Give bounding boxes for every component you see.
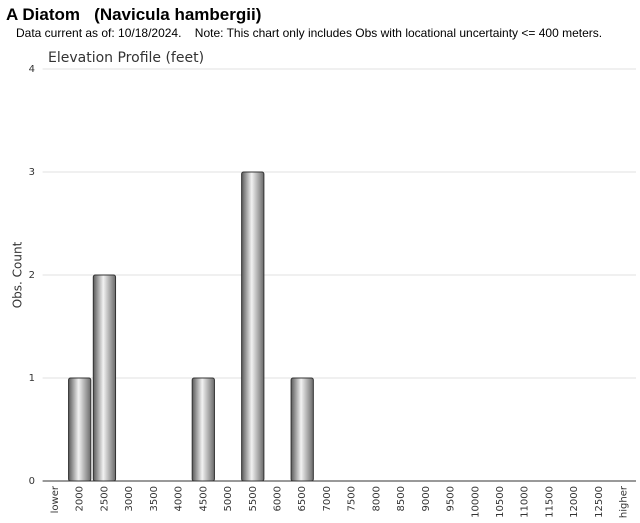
y-tick-label: 4 xyxy=(29,64,35,75)
x-tick-label: 3500 xyxy=(149,486,160,511)
page-subtitle: Data current as of: 10/18/2024. Note: Th… xyxy=(16,26,603,40)
x-tick-label: higher xyxy=(619,485,630,518)
x-tick-label: 2000 xyxy=(75,486,86,511)
x-tick-label: 6500 xyxy=(297,486,308,511)
bar xyxy=(92,274,117,482)
x-tick-label: 10000 xyxy=(470,486,481,518)
x-tick-label: 8000 xyxy=(371,486,382,511)
bar xyxy=(290,377,314,482)
x-tick-label: 7500 xyxy=(347,486,358,511)
x-tick-label: 8500 xyxy=(396,486,407,511)
x-tick-label: 9000 xyxy=(421,486,432,511)
x-tick-label: 3000 xyxy=(124,486,135,511)
x-tick-label: 10500 xyxy=(495,486,506,518)
x-tick-label: 11500 xyxy=(544,486,555,518)
bar xyxy=(241,171,265,482)
x-tick-label: 9500 xyxy=(446,486,457,511)
y-tick-label: 3 xyxy=(29,167,35,178)
bar xyxy=(68,377,92,482)
x-tick-label: 12000 xyxy=(569,486,580,518)
x-tick-label: lower xyxy=(50,485,61,513)
bar xyxy=(191,377,215,482)
x-tick-label: 11000 xyxy=(520,486,531,518)
y-tick-label: 0 xyxy=(29,476,35,487)
x-tick-label: 5500 xyxy=(248,486,259,511)
x-tick-label: 5000 xyxy=(223,486,234,511)
x-tick-label: 2500 xyxy=(99,486,110,511)
x-tick-label: 4500 xyxy=(198,486,209,511)
chart-title: Elevation Profile (feet) xyxy=(48,50,204,66)
x-tick-label: 7000 xyxy=(322,486,333,511)
x-tick-label: 4000 xyxy=(174,486,185,511)
x-tick-label: 6000 xyxy=(272,486,283,511)
page-title: A Diatom (Navicula hambergii) xyxy=(6,5,262,24)
y-tick-label: 1 xyxy=(29,373,35,384)
x-tick-label: 12500 xyxy=(594,486,605,518)
y-axis-label: Obs. Count xyxy=(11,241,25,308)
y-tick-label: 2 xyxy=(29,270,35,281)
